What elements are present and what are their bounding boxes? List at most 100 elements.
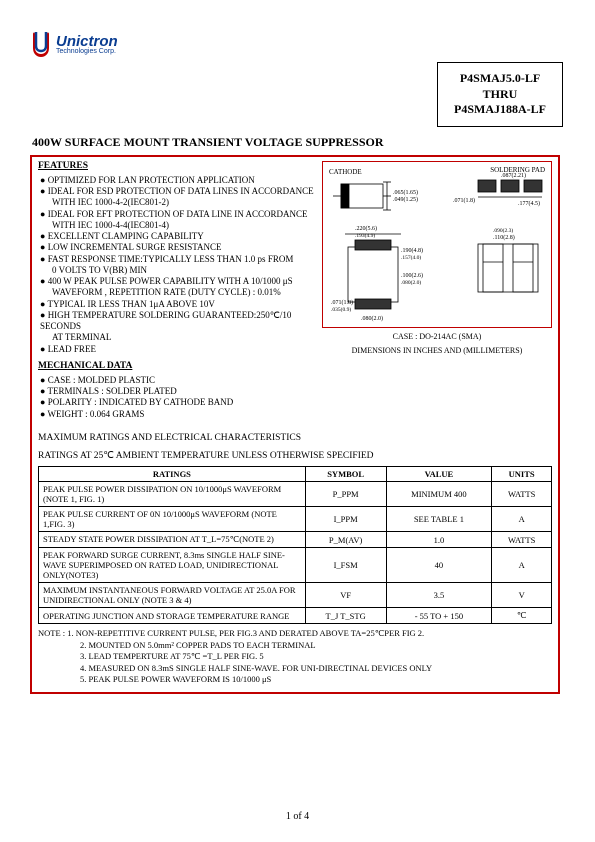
feature-item: 0 VOLTS TO V(BR) MIN <box>52 265 314 276</box>
svg-text:.049(1.25): .049(1.25) <box>393 196 418 203</box>
ratings-col-header: SYMBOL <box>305 467 386 482</box>
rating-value: 3.5 <box>386 583 492 608</box>
rating-value: - 55 TO + 150 <box>386 608 492 624</box>
rating-symbol: I_PPM <box>305 507 386 532</box>
dim-note: DIMENSIONS IN INCHES AND (MILLIMETERS) <box>322 346 552 356</box>
svg-text:.065(1.65): .065(1.65) <box>393 189 418 196</box>
svg-text:.190(4.8): .190(4.8) <box>401 247 423 254</box>
svg-text:.071(1.8): .071(1.8) <box>331 299 353 306</box>
svg-text:.071(1.8): .071(1.8) <box>453 197 475 204</box>
solder-label: SOLDERING PAD <box>490 166 545 174</box>
rating-desc: PEAK FORWARD SURGE CURRENT, 8.3ms SINGLE… <box>39 548 306 583</box>
mech-item: POLARITY : INDICATED BY CATHODE BAND <box>40 397 314 408</box>
svg-text:.220(5.6): .220(5.6) <box>355 225 377 232</box>
ratings-row: PEAK PULSE CURRENT OF 0N 10/1000μS WAVEF… <box>39 507 552 532</box>
logo-sub: Technologies Corp. <box>56 48 118 55</box>
feature-item: EXCELLENT CLAMPING CAPABILITY <box>40 231 314 242</box>
rating-desc: PEAK PULSE CURRENT OF 0N 10/1000μS WAVEF… <box>39 507 306 532</box>
rating-unit: WATTS <box>492 532 552 548</box>
rating-unit: A <box>492 548 552 583</box>
feature-item: TYPICAL IR LESS THAN 1μA ABOVE 10V <box>40 299 314 310</box>
part-line-2: THRU <box>454 87 546 103</box>
mech-heading: MECHANICAL DATA <box>38 361 314 373</box>
notes-block: NOTE : 1. NON-REPETITIVE CURRENT PULSE, … <box>38 628 552 685</box>
rating-unit: ℃ <box>492 608 552 624</box>
cathode-label: CATHODE <box>329 168 362 176</box>
rating-desc: OPERATING JUNCTION AND STORAGE TEMPERATU… <box>39 608 306 624</box>
package-svg: .065(1.65) .049(1.25) .087(2.21) .071(1.… <box>323 162 553 327</box>
svg-text:.035(0.9): .035(0.9) <box>331 306 351 313</box>
note-5: 5. PEAK PULSE POWER WAVEFORM IS 10/1000 … <box>80 674 271 684</box>
rating-symbol: T_J T_STG <box>305 608 386 624</box>
feature-item: WAVEFORM , REPETITION RATE (DUTY CYCLE) … <box>52 287 314 298</box>
ratings-col-header: UNITS <box>492 467 552 482</box>
feature-item: OPTIMIZED FOR LAN PROTECTION APPLICATION <box>40 175 314 186</box>
rating-desc: MAXIMUM INSTANTANEOUS FORWARD VOLTAGE AT… <box>39 583 306 608</box>
content-frame: FEATURES OPTIMIZED FOR LAN PROTECTION AP… <box>30 155 560 694</box>
part-number-box: P4SMAJ5.0-LF THRU P4SMAJ188A-LF <box>437 62 563 127</box>
ratings-row: MAXIMUM INSTANTANEOUS FORWARD VOLTAGE AT… <box>39 583 552 608</box>
svg-text:.157(4.0): .157(4.0) <box>401 254 421 261</box>
feature-item: LEAD FREE <box>40 344 314 355</box>
svg-text:.080(2.0): .080(2.0) <box>401 279 421 286</box>
feature-item: 400 W PEAK PULSE POWER CAPABILITY WITH A… <box>40 276 314 287</box>
svg-text:.090(2.3): .090(2.3) <box>493 227 513 234</box>
feature-item: HIGH TEMPERATURE SOLDERING GUARANTEED:25… <box>40 310 314 333</box>
ratings-row: PEAK FORWARD SURGE CURRENT, 8.3ms SINGLE… <box>39 548 552 583</box>
feature-item: WITH IEC 1000-4-2(IEC801-2) <box>52 197 314 208</box>
svg-text:.110(2.8): .110(2.8) <box>493 234 515 241</box>
feature-item: AT TERMINAL <box>52 332 314 343</box>
package-diagram: CATHODE SOLDERING PAD .065(1.65) .049(1.… <box>322 161 552 328</box>
rating-desc: PEAK PULSE POWER DISSIPATION ON 10/1000μ… <box>39 482 306 507</box>
diagram-column: CATHODE SOLDERING PAD .065(1.65) .049(1.… <box>322 161 552 426</box>
rating-value: 1.0 <box>386 532 492 548</box>
ratings-row: PEAK PULSE POWER DISSIPATION ON 10/1000μ… <box>39 482 552 507</box>
note-2: 2. MOUNTED ON 5.0mm² COPPER PADS TO EACH… <box>80 640 316 650</box>
mech-list: CASE : MOLDED PLASTICTERMINALS : SOLDER … <box>40 375 314 420</box>
rating-value: 40 <box>386 548 492 583</box>
features-list: OPTIMIZED FOR LAN PROTECTION APPLICATION… <box>40 175 314 355</box>
svg-text:.193(4.9): .193(4.9) <box>355 232 375 239</box>
svg-text:.080(2.0): .080(2.0) <box>361 315 383 322</box>
ratings-col-header: RATINGS <box>39 467 306 482</box>
rating-unit: V <box>492 583 552 608</box>
mech-item: TERMINALS : SOLDER PLATED <box>40 386 314 397</box>
rating-unit: WATTS <box>492 482 552 507</box>
mech-item: WEIGHT : 0.064 GRAMS <box>40 409 314 420</box>
features-heading: FEATURES <box>38 161 314 173</box>
rating-value: MINIMUM 400 <box>386 482 492 507</box>
mech-item: CASE : MOLDED PLASTIC <box>40 375 314 386</box>
features-column: FEATURES OPTIMIZED FOR LAN PROTECTION AP… <box>38 161 314 426</box>
ratings-table: RATINGSSYMBOLVALUEUNITS PEAK PULSE POWER… <box>38 466 552 624</box>
page-number: 1 of 4 <box>0 811 595 822</box>
feature-item: IDEAL FOR EFT PROTECTION OF DATA LINE IN… <box>40 209 314 220</box>
ratings-title-2: RATINGS AT 25℃ AMBIENT TEMPERATURE UNLES… <box>38 450 552 462</box>
ratings-row: OPERATING JUNCTION AND STORAGE TEMPERATU… <box>39 608 552 624</box>
ratings-row: STEADY STATE POWER DISSIPATION AT T_L=75… <box>39 532 552 548</box>
logo: Unictron Technologies Corp. <box>30 30 118 58</box>
feature-item: FAST RESPONSE TIME:TYPICALLY LESS THAN 1… <box>40 254 314 265</box>
svg-text:.177(4.5): .177(4.5) <box>518 200 540 207</box>
rating-desc: STEADY STATE POWER DISSIPATION AT T_L=75… <box>39 532 306 548</box>
ratings-title-1: MAXIMUM RATINGS AND ELECTRICAL CHARACTER… <box>38 432 552 444</box>
feature-item: WITH IEC 1000-4-4(IEC801-4) <box>52 220 314 231</box>
rating-symbol: I_FSM <box>305 548 386 583</box>
rating-symbol: P_M(AV) <box>305 532 386 548</box>
main-title: 400W SURFACE MOUNT TRANSIENT VOLTAGE SUP… <box>32 135 384 150</box>
rating-symbol: VF <box>305 583 386 608</box>
note-1: 1. NON-REPETITIVE CURRENT PULSE, PER FIG… <box>67 628 424 638</box>
feature-item: IDEAL FOR ESD PROTECTION OF DATA LINES I… <box>40 186 314 197</box>
note-3: 3. LEAD TEMPERTURE AT 75℃ =T_L PER FIG. … <box>80 651 264 661</box>
logo-icon <box>30 30 52 58</box>
rating-unit: A <box>492 507 552 532</box>
ratings-col-header: VALUE <box>386 467 492 482</box>
part-line-3: P4SMAJ188A-LF <box>454 102 546 118</box>
notes-label: NOTE : <box>38 628 65 638</box>
note-4: 4. MEASURED ON 8.3mS SINGLE HALF SINE-WA… <box>80 663 432 673</box>
svg-text:.100(2.6): .100(2.6) <box>401 272 423 279</box>
feature-item: LOW INCREMENTAL SURGE RESISTANCE <box>40 242 314 253</box>
rating-symbol: P_PPM <box>305 482 386 507</box>
rating-value: SEE TABLE 1 <box>386 507 492 532</box>
part-line-1: P4SMAJ5.0-LF <box>454 71 546 87</box>
case-note: CASE : DO-214AC (SMA) <box>322 332 552 342</box>
